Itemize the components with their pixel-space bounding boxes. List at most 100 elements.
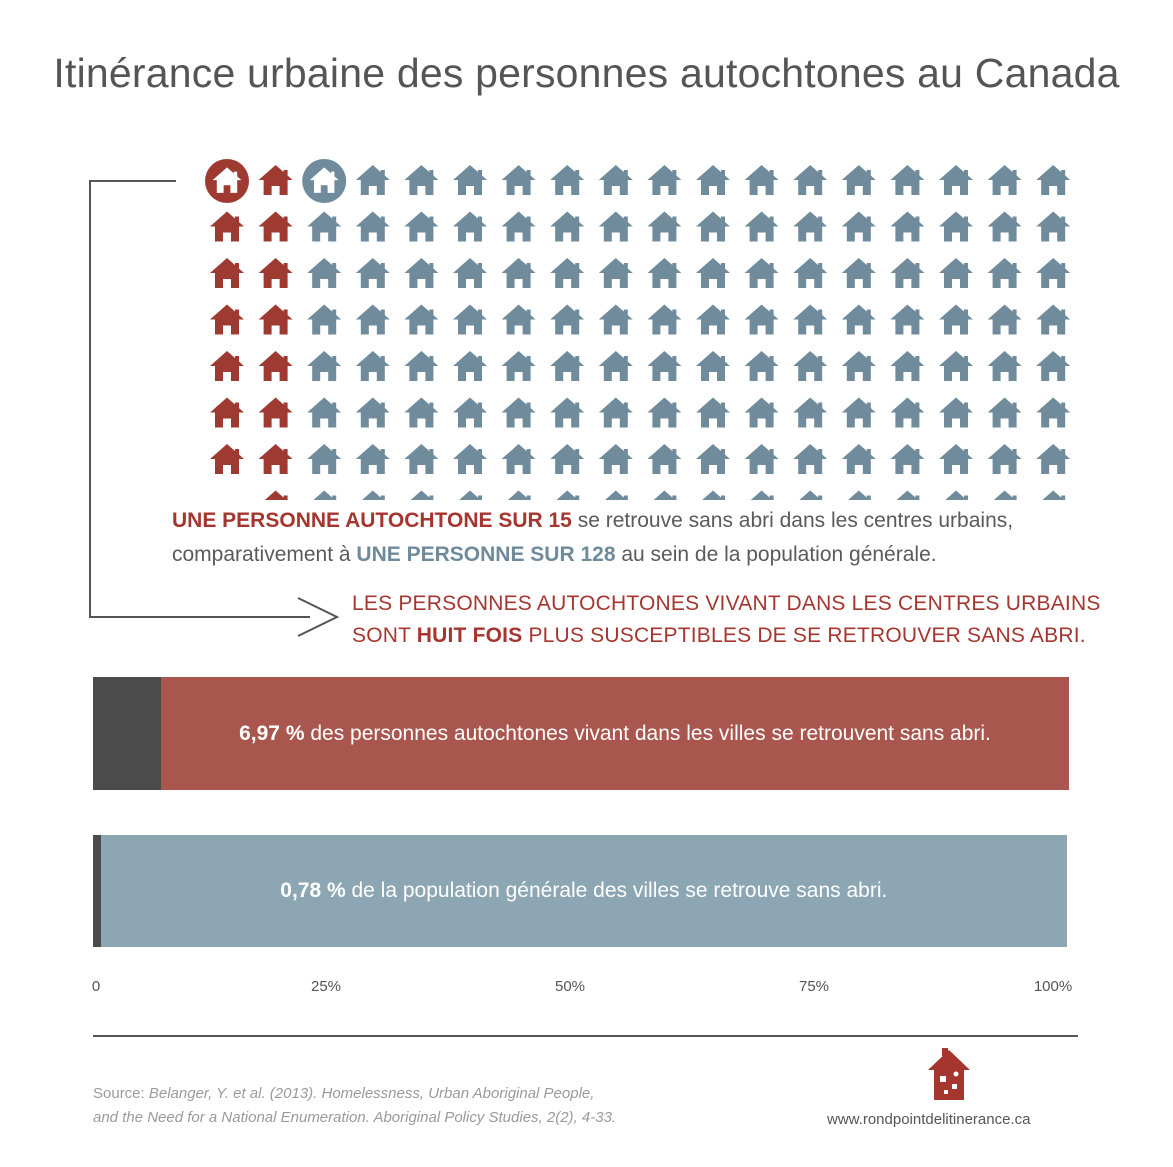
website-link[interactable]: www.rondpointdelitinerance.ca: [827, 1111, 1031, 1128]
bar-general-percent: 0,78 %: [280, 879, 346, 902]
house-icon: [598, 351, 633, 381]
house-icon: [890, 165, 925, 195]
statement-text: comparativement à: [172, 543, 357, 566]
house-icon: [404, 397, 439, 428]
house-icon: [744, 397, 779, 428]
house-icon: [841, 304, 876, 335]
house-icon: [307, 397, 342, 428]
statement-line-1: UNE PERSONNE AUTOCHTONE SUR 15 se retrou…: [172, 509, 1013, 533]
house-icon: [355, 304, 390, 335]
source-reference-line-1: Belanger, Y. et al. (2013). Homelessness…: [148, 1085, 595, 1102]
source-reference-line-2: and the Need for a National Enumeration.…: [93, 1109, 617, 1126]
house-icon: [404, 165, 439, 195]
bar-general-text: de la population générale des villes se …: [345, 879, 888, 902]
house-icon: [307, 258, 342, 288]
house-icon: [212, 167, 242, 193]
house-icon: [848, 490, 871, 500]
house-icon: [702, 490, 725, 500]
house-icon: [939, 258, 973, 288]
house-icon: [890, 258, 925, 288]
house-icon: [605, 490, 628, 500]
house-icon: [793, 165, 828, 195]
statement-highlight-general: UNE PERSONNE SUR 128: [356, 543, 616, 566]
house-icon: [453, 258, 487, 288]
x-tick-label: 25%: [310, 978, 342, 995]
divider: [93, 1035, 1078, 1037]
house-icon: [210, 258, 244, 288]
house-icon: [647, 258, 682, 288]
house-icon: [793, 211, 828, 242]
house-icon: [550, 304, 585, 335]
house-icon: [987, 351, 1022, 381]
callout-text: SONT: [352, 624, 417, 647]
house-icon: [598, 211, 633, 242]
statement-line-2: comparativement à UNE PERSONNE SUR 128 a…: [172, 543, 937, 567]
page-title: Itinérance urbaine des personnes autocht…: [53, 50, 1120, 96]
house-puzzle-logo-icon: [928, 1048, 970, 1100]
house-icon: [896, 490, 920, 500]
house-icon: [647, 444, 682, 474]
house-icon: [453, 304, 487, 335]
house-icon: [841, 211, 876, 242]
house-icon: [744, 351, 779, 381]
house-icon: [841, 397, 876, 428]
house-icon: [313, 490, 337, 500]
house-icon: [987, 258, 1022, 288]
house-icon: [1036, 304, 1071, 335]
x-tick-label: 75%: [798, 978, 830, 995]
house-icon: [453, 211, 487, 242]
house-icon: [1042, 490, 1066, 500]
house-icon: [647, 211, 682, 242]
house-icon: [696, 258, 730, 288]
house-icon: [404, 304, 439, 335]
house-icon: [556, 490, 580, 500]
house-icon: [744, 165, 779, 195]
house-icon: [550, 211, 585, 242]
house-icon: [501, 211, 536, 242]
house-icon: [890, 211, 925, 242]
house-icon: [404, 211, 439, 242]
house-icon: [793, 304, 828, 335]
house-icon: [890, 304, 925, 335]
house-icon: [993, 490, 1017, 500]
house-icon: [210, 304, 244, 335]
house-icon: [404, 351, 439, 381]
bar-indigenous-value: [93, 677, 162, 790]
house-icon: [550, 165, 585, 195]
x-tick-label: 0: [91, 978, 101, 995]
callout-line-1: LES PERSONNES AUTOCHTONES VIVANT DANS LE…: [352, 592, 1101, 615]
house-icon: [696, 165, 730, 195]
house-icon: [841, 258, 876, 288]
house-icon: [841, 444, 876, 474]
house-icon: [987, 397, 1022, 428]
house-icon: [210, 444, 244, 474]
house-icon: [598, 304, 633, 335]
house-icon: [744, 258, 779, 288]
bar-indigenous-text: des personnes autochtones vivant dans le…: [304, 721, 991, 745]
house-icon: [1036, 165, 1071, 195]
house-icon: [841, 165, 876, 195]
house-icon: [939, 351, 973, 381]
house-icon: [598, 258, 633, 288]
house-icon: [1036, 351, 1071, 381]
house-icon: [1036, 397, 1071, 428]
house-icon: [945, 490, 968, 500]
house-icon: [647, 351, 682, 381]
house-icon: [550, 258, 585, 288]
x-tick-label: 50%: [554, 978, 586, 995]
source-citation: Source: Belanger, Y. et al. (2013). Home…: [93, 1082, 616, 1130]
house-icon: [258, 211, 293, 242]
house-icon: [258, 351, 293, 381]
bar-general: 0,78 % de la population générale des vil…: [93, 835, 1067, 947]
house-icon: [598, 165, 633, 195]
house-icon: [307, 211, 342, 242]
house-icon: [647, 304, 682, 335]
bar-indigenous-fill: 6,97 % des personnes autochtones vivant …: [161, 677, 1069, 790]
house-icon: [453, 165, 487, 195]
bar-indigenous-label: 6,97 % des personnes autochtones vivant …: [239, 722, 991, 746]
house-icon: [501, 351, 536, 381]
house-icon: [939, 444, 973, 474]
house-icon: [355, 211, 390, 242]
source-label: Source:: [93, 1085, 149, 1102]
house-icon: [793, 258, 828, 288]
